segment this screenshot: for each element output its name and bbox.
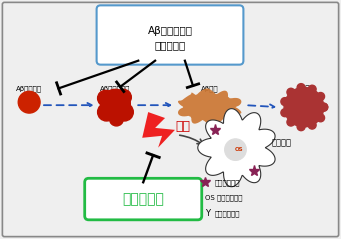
Circle shape (116, 89, 131, 105)
Circle shape (101, 89, 130, 119)
Circle shape (308, 85, 316, 93)
Circle shape (109, 112, 123, 126)
Circle shape (98, 90, 114, 106)
FancyBboxPatch shape (97, 5, 243, 65)
Circle shape (98, 103, 116, 121)
Text: チロソール: チロソール (122, 192, 164, 206)
Text: OS 酸化ストレス: OS 酸化ストレス (205, 195, 242, 201)
Text: Aβオリゴマー: Aβオリゴマー (100, 85, 131, 92)
Circle shape (320, 103, 328, 111)
Circle shape (18, 91, 40, 113)
Circle shape (308, 121, 316, 129)
FancyBboxPatch shape (2, 2, 339, 237)
Circle shape (320, 103, 328, 111)
Polygon shape (178, 88, 241, 126)
Circle shape (287, 118, 295, 126)
Text: 老人斑: 老人斑 (297, 84, 311, 93)
Circle shape (284, 87, 324, 127)
FancyBboxPatch shape (85, 178, 202, 220)
Circle shape (317, 92, 325, 100)
Text: 毒性: 毒性 (175, 120, 190, 133)
Circle shape (281, 98, 289, 106)
Circle shape (297, 84, 305, 92)
Text: シナプス異常: シナプス異常 (214, 179, 240, 185)
Circle shape (297, 123, 305, 131)
Text: Aβモノマー: Aβモノマー (16, 85, 42, 92)
Text: Aβ蓄積を標的
とした薬剤: Aβ蓄積を標的 とした薬剤 (148, 26, 193, 50)
Circle shape (287, 88, 295, 96)
Text: 神経変性: 神経変性 (271, 138, 291, 147)
Polygon shape (198, 109, 275, 187)
Circle shape (116, 103, 133, 121)
Text: アポトーシス: アポトーシス (214, 211, 240, 217)
Text: Aβ線維: Aβ線維 (201, 85, 219, 92)
Circle shape (225, 139, 247, 161)
Circle shape (317, 114, 325, 122)
Circle shape (281, 109, 289, 117)
Text: OS: OS (235, 147, 244, 152)
Polygon shape (142, 112, 175, 148)
Text: Y: Y (205, 209, 210, 218)
